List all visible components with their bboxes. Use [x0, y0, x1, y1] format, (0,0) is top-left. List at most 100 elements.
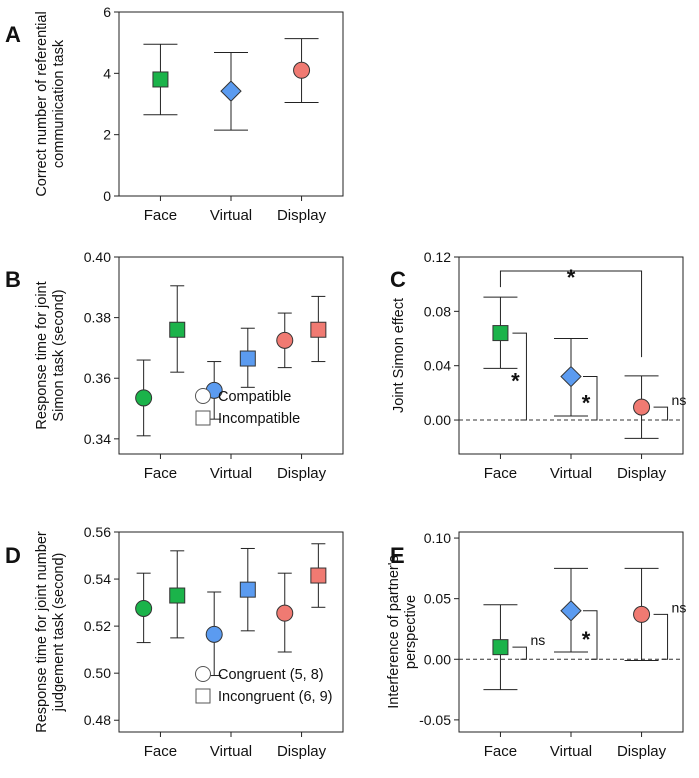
panel-letter: B: [5, 267, 21, 292]
x-tick-label: Virtual: [550, 743, 592, 760]
data-point: [239, 581, 256, 598]
y-tick-label: 0.38: [84, 310, 111, 326]
y-axis-label-line: Joint Simon effect: [391, 298, 407, 413]
panel-e: E -0.05 0.00 0.05 0.10 Face Virtual Display Inte…: [386, 530, 686, 760]
significance-ns: ns: [672, 392, 687, 408]
x-tick-label: Face: [144, 465, 177, 482]
data-point-face: [152, 71, 169, 88]
y-axis-label: Interference of partner'sperspective: [386, 555, 419, 709]
data-point: [310, 567, 327, 584]
y-axis-label: Joint Simon effect: [391, 298, 407, 413]
panel-letter: D: [5, 543, 21, 568]
x-tick-label: Display: [277, 207, 327, 224]
x-tick-label: Display: [277, 465, 327, 482]
y-axis-label-line: Interference of partner's: [386, 555, 402, 709]
y-tick-label: -0.05: [419, 712, 451, 728]
legend-marker: [195, 388, 211, 404]
y-tick-label: 0.05: [424, 591, 451, 607]
y-tick-label: 0.48: [84, 712, 111, 728]
y-axis-label: Response time for joint numberjudgement …: [34, 531, 67, 733]
x-tick-label: Virtual: [210, 465, 252, 482]
significance-bracket: [653, 613, 669, 660]
significance-star: *: [511, 369, 520, 394]
data-point-display: [633, 398, 651, 416]
y-tick-label: 0.00: [424, 651, 451, 667]
significance-ns: ns: [672, 599, 687, 615]
x-tick-label: Display: [617, 465, 667, 482]
data-point-display: [633, 605, 651, 623]
y-tick-label: 6: [103, 4, 111, 20]
comparison-bracket: [499, 270, 643, 358]
data-point: [276, 604, 294, 622]
data-point: [239, 350, 256, 367]
x-tick-label: Virtual: [550, 465, 592, 482]
panel-b: B 0.34 0.36 0.38 0.40 Face Virtual Display Respo…: [5, 249, 344, 482]
data-point-virtual: [560, 600, 582, 622]
data-point: [310, 321, 327, 338]
data-point: [135, 389, 153, 407]
y-tick-label: 0.34: [84, 431, 111, 447]
data-point: [205, 625, 223, 643]
y-axis-label-line: Response time for joint: [34, 281, 50, 429]
data-point-face: [492, 639, 509, 656]
data-point: [135, 599, 153, 617]
y-axis-label: Response time for jointSimon task (secon…: [34, 281, 67, 429]
y-tick-label: 0.36: [84, 370, 111, 386]
significance-bracket: [583, 376, 598, 421]
y-tick-label: 0.56: [84, 524, 111, 540]
x-tick-label: Display: [277, 743, 327, 760]
significance-bracket: [512, 646, 527, 660]
significance-bracket: [653, 406, 669, 421]
significance-star: *: [582, 627, 591, 652]
panel-letter: A: [5, 22, 21, 47]
y-tick-label: 2: [103, 127, 111, 143]
x-tick-label: Display: [617, 743, 667, 760]
legend-label: Congruent (5, 8): [218, 667, 324, 683]
panel-c: C 0.00 0.04 0.08 0.12 Face Virtual Display Joint…: [390, 249, 686, 482]
data-point-display: [293, 61, 311, 79]
x-tick-label: Virtual: [210, 207, 252, 224]
y-axis-label-line: judgement task (second): [51, 553, 67, 713]
y-tick-label: 0.40: [84, 249, 111, 265]
y-tick-label: 0.08: [424, 303, 451, 319]
x-tick-label: Face: [144, 743, 177, 760]
panel-letter: E: [390, 543, 405, 568]
y-axis-label-line: communication task: [51, 39, 67, 168]
x-tick-label: Face: [484, 465, 517, 482]
legend-marker: [195, 688, 211, 704]
y-tick-label: 0.00: [424, 412, 451, 428]
y-tick-label: 0.50: [84, 665, 111, 681]
panel-letter: C: [390, 267, 406, 292]
data-point: [276, 331, 294, 349]
y-tick-label: 0.54: [84, 571, 111, 587]
significance-star: *: [567, 265, 576, 290]
significance-bracket: [512, 332, 527, 421]
x-tick-label: Virtual: [210, 743, 252, 760]
data-point-face: [492, 325, 509, 342]
data-point: [169, 587, 186, 604]
data-point-virtual: [220, 80, 242, 102]
y-axis-label: Correct number of referentialcommunicati…: [34, 11, 67, 196]
y-tick-label: 0.12: [424, 249, 451, 265]
x-tick-label: Face: [484, 743, 517, 760]
y-tick-label: 0.04: [424, 358, 451, 374]
legend-label: Incompatible: [218, 411, 300, 427]
y-axis-label-line: Response time for joint number: [34, 531, 50, 733]
y-tick-label: 0.10: [424, 530, 451, 546]
y-tick-label: 4: [103, 65, 111, 81]
data-point-virtual: [560, 365, 582, 388]
legend-label: Compatible: [218, 389, 291, 405]
legend-marker: [195, 666, 211, 682]
legend-label: Incongruent (6, 9): [218, 689, 332, 705]
panel-d: D 0.48 0.50 0.52 0.54 0.56 Face Virtual Display R…: [5, 524, 344, 760]
y-axis-label-line: Simon task (second): [51, 289, 67, 421]
y-axis-label-line: perspective: [403, 595, 419, 669]
panel-a: A 0 2 4 6 Face Virtual Display Correct number of…: [5, 4, 344, 224]
legend-marker: [195, 410, 211, 426]
y-axis-label-line: Correct number of referential: [34, 11, 50, 196]
significance-star: *: [582, 390, 591, 415]
y-tick-label: 0.52: [84, 618, 111, 634]
x-tick-label: Face: [144, 207, 177, 224]
significance-bracket: [583, 610, 598, 660]
